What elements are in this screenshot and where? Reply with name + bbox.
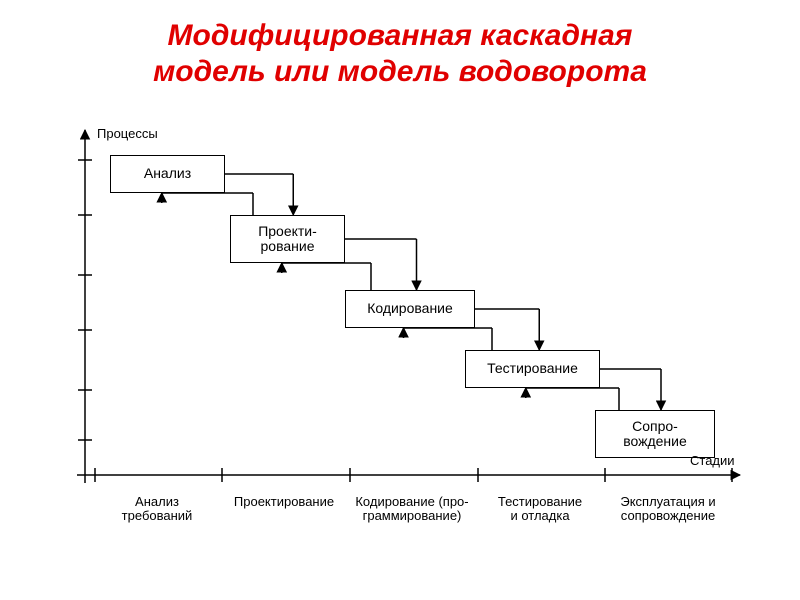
node-n2: Проекти-рование — [230, 215, 345, 263]
stage-label-1: Проектирование — [220, 495, 348, 509]
stage-label-3: Тестированиеи отладка — [476, 495, 604, 524]
node-n1: Анализ — [110, 155, 225, 193]
y-axis-label: Процессы — [97, 126, 158, 141]
node-n4: Тестирование — [465, 350, 600, 388]
stage-label-2: Кодирование (про-граммирование) — [348, 495, 476, 524]
stage-label-4: Эксплуатация исопровождение — [604, 495, 732, 524]
node-n3: Кодирование — [345, 290, 475, 328]
stage-label-0: Анализтребований — [93, 495, 221, 524]
node-n5: Сопро-вождение — [595, 410, 715, 458]
x-axis-label: Стадии — [690, 453, 735, 468]
